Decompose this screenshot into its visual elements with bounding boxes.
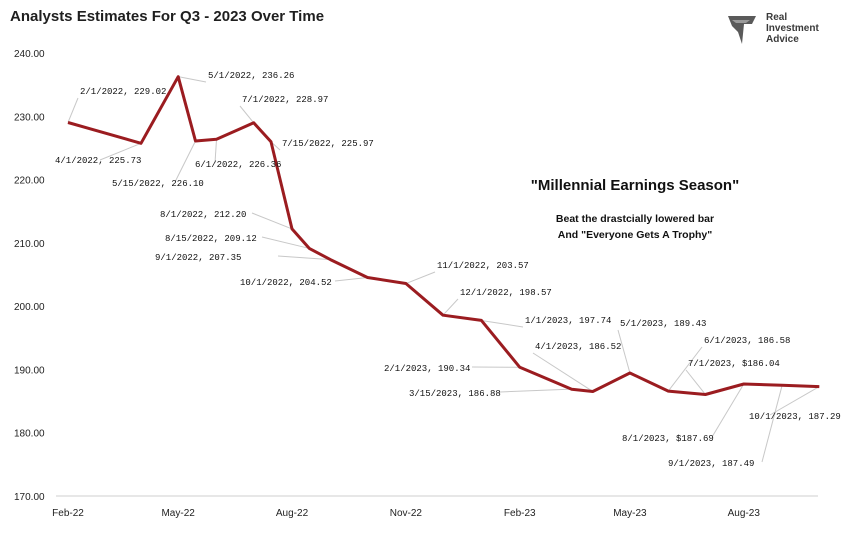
leader-line <box>499 388 572 393</box>
leader-line <box>178 76 207 83</box>
leader-line <box>442 298 459 316</box>
leader-line <box>761 385 783 463</box>
point-label: 2/1/2022, 229.02 <box>80 87 166 97</box>
logo-line-2: Investment <box>766 23 819 34</box>
point-label: 5/15/2022, 226.10 <box>112 179 204 189</box>
y-tick-label: 240.00 <box>14 49 45 60</box>
point-label: 7/15/2022, 225.97 <box>282 139 374 149</box>
leader-line <box>711 383 745 438</box>
point-label: 8/1/2022, 212.20 <box>160 210 246 220</box>
point-label: 6/1/2022, 226.36 <box>195 160 281 170</box>
leader-line <box>667 346 703 392</box>
leader-line <box>532 352 594 392</box>
x-tick-label: Feb-22 <box>52 508 84 519</box>
leader-line <box>67 97 79 123</box>
brand-logo: Real Investment Advice <box>722 10 842 50</box>
point-label: 10/1/2023, 187.29 <box>749 412 841 422</box>
leader-line <box>334 277 368 282</box>
y-tick-label: 170.00 <box>14 492 45 503</box>
point-label: 9/1/2023, 187.49 <box>668 459 754 469</box>
logo-line-1: Real <box>766 12 788 23</box>
leader-line <box>174 140 196 183</box>
point-label: 6/1/2023, 186.58 <box>704 336 790 346</box>
chart-axes: 170.00 180.00 190.00 200.00 210.00 220.00 230.… <box>14 49 818 519</box>
leader-line <box>481 319 524 328</box>
leader-line <box>251 212 293 230</box>
point-label: 4/1/2022, 225.73 <box>55 156 141 166</box>
y-tick-label: 220.00 <box>14 176 45 187</box>
point-label: 3/15/2023, 186.88 <box>409 389 501 399</box>
annotation-line-1: Beat the drastcially lowered bar <box>556 213 714 225</box>
point-label: 8/15/2022, 209.12 <box>165 234 257 244</box>
y-tick-label: 180.00 <box>14 429 45 440</box>
leader-line <box>99 142 142 161</box>
leader-line <box>214 139 218 164</box>
leader-line <box>769 386 820 416</box>
point-labels: 2/1/2022, 229.02 4/1/2022, 225.73 5/1/2022… <box>55 71 841 469</box>
x-tick-label: Aug-22 <box>276 508 309 519</box>
series-group <box>67 75 820 396</box>
logo-line-3: Advice <box>766 34 799 45</box>
leader-line <box>239 105 255 124</box>
point-label: 10/1/2022, 204.52 <box>240 278 332 288</box>
leader-line <box>277 255 331 261</box>
y-tick-label: 210.00 <box>14 239 45 250</box>
x-tick-label: Feb-23 <box>504 508 536 519</box>
point-label: 5/1/2022, 236.26 <box>208 71 294 81</box>
leader-line <box>261 236 310 249</box>
chart-title: Analysts Estimates For Q3 - 2023 Over Ti… <box>10 8 325 25</box>
leader-line <box>685 369 706 395</box>
x-tick-label: Aug-23 <box>728 508 761 519</box>
x-tick-label: May-22 <box>161 508 195 519</box>
point-label: 11/1/2022, 203.57 <box>437 261 529 271</box>
point-label: 12/1/2022, 198.57 <box>460 288 552 298</box>
y-tick-label: 190.00 <box>14 365 45 376</box>
x-tick-label: Nov-22 <box>390 508 423 519</box>
point-label: 5/1/2023, 189.43 <box>620 319 706 329</box>
leader-line <box>617 329 631 374</box>
point-label: 7/1/2023, $186.04 <box>688 359 780 369</box>
point-label: 4/1/2023, 186.52 <box>535 342 621 352</box>
y-tick-label: 230.00 <box>14 112 45 123</box>
point-label: 2/1/2023, 190.34 <box>384 364 470 374</box>
point-label: 1/1/2023, 197.74 <box>525 316 611 326</box>
point-label: 7/1/2022, 228.97 <box>242 95 328 105</box>
point-label: 8/1/2023, $187.69 <box>622 434 714 444</box>
y-tick-label: 200.00 <box>14 302 45 313</box>
annotation-line-2: And "Everyone Gets A Trophy" <box>558 229 712 241</box>
annotation-title: "Millennial Earnings Season" <box>531 177 739 194</box>
series-line <box>67 75 820 396</box>
leader-line <box>405 271 436 285</box>
chart-annotation: "Millennial Earnings Season" Beat the dr… <box>531 177 739 241</box>
eagle-shield-icon <box>728 16 756 44</box>
x-tick-label: May-23 <box>613 508 647 519</box>
point-label: 9/1/2022, 207.35 <box>155 253 241 263</box>
